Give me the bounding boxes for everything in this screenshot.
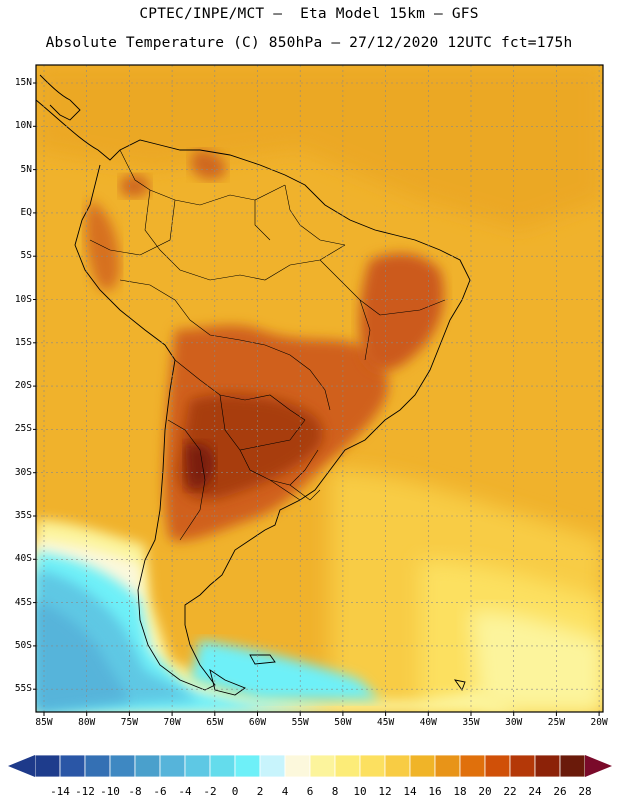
- lat-label-5n: 5N: [20, 163, 32, 175]
- colorbar-label: -6: [153, 785, 167, 798]
- lat-label-10s: 10S: [14, 293, 32, 305]
- colorbar-over-arrow: [585, 755, 612, 777]
- lon-label-25w: 25W: [547, 717, 565, 728]
- lat-label-30s: 30S: [14, 466, 32, 478]
- title-line-2: Absolute Temperature (C) 850hPa – 27/12/…: [45, 35, 573, 51]
- field-hot-chaco: [178, 394, 323, 500]
- lat-label-20s: 20S: [14, 380, 32, 392]
- colorbar-box: [209, 754, 236, 778]
- colorbar-label: -4: [178, 785, 192, 798]
- lat-label-45s: 45S: [14, 596, 32, 608]
- colorbar-box: [34, 754, 61, 778]
- colorbar-box: [509, 754, 536, 778]
- field-north: [36, 65, 603, 230]
- coastlines: [36, 74, 471, 696]
- colorbar-box: [284, 754, 311, 778]
- lat-label-40s: 40S: [14, 553, 32, 565]
- colorbar-label: -2: [203, 785, 217, 798]
- colorbar-box: [384, 754, 411, 778]
- colorbar-label: 6: [306, 785, 314, 798]
- lon-label-30w: 30W: [505, 717, 523, 728]
- colorbar-box: [559, 754, 586, 778]
- colorbar-label: 12: [378, 785, 392, 798]
- country-borders: [89, 149, 446, 541]
- colorbar-box: [484, 754, 511, 778]
- colorbar-under-arrow: [8, 755, 35, 777]
- colorbar-label: 0: [231, 785, 239, 798]
- colorbar-label: 4: [281, 785, 289, 798]
- colorbar-box: [109, 754, 136, 778]
- colorbar-label: 2: [256, 785, 264, 798]
- lon-label-80w: 80W: [78, 717, 96, 728]
- colorbar-label: 20: [478, 785, 492, 798]
- lat-label-25s: 25S: [14, 423, 32, 435]
- colorbar-label: -8: [128, 785, 142, 798]
- lon-label-65w: 65W: [206, 717, 224, 728]
- colorbar-label: 14: [403, 785, 417, 798]
- colorbar-box: [59, 754, 86, 778]
- lon-label-70w: 70W: [163, 717, 181, 728]
- lat-label-eq: EQ: [20, 206, 32, 218]
- lon-label-50w: 50W: [334, 717, 352, 728]
- colorbar-box: [159, 754, 186, 778]
- lat-label-35s: 35S: [14, 510, 32, 521]
- colorbar-box: [334, 754, 361, 778]
- lon-label-20w: 20W: [590, 717, 608, 728]
- colorbar-box: [409, 754, 436, 778]
- axis-ticks: [33, 82, 600, 716]
- colorbar-label: 26: [553, 785, 567, 798]
- colorbar-box: [234, 754, 261, 778]
- colorbar-label: 10: [353, 785, 367, 798]
- colorbar-label: 28: [578, 785, 592, 798]
- colorbar-label: -10: [100, 785, 120, 798]
- colorbar-box: [84, 754, 111, 778]
- field-south-atlantic-3: [470, 610, 603, 712]
- lat-label-10n: 10N: [14, 120, 32, 132]
- colorbar-box: [259, 754, 286, 778]
- lon-label-35w: 35W: [462, 717, 480, 728]
- colorbar-box: [309, 754, 336, 778]
- lat-label-15n: 15N: [14, 77, 32, 88]
- colorbar-label: 24: [528, 785, 542, 798]
- colorbar-box: [459, 754, 486, 778]
- colorbar-label: 8: [331, 785, 339, 798]
- colorbar-label: 16: [428, 785, 442, 798]
- colorbar-box: [534, 754, 561, 778]
- colorbar-box: [134, 754, 161, 778]
- lon-label-55w: 55W: [291, 717, 309, 728]
- lon-label-85w: 85W: [35, 717, 53, 728]
- field-hot-andes-north: [85, 200, 120, 291]
- colorbar-box: [184, 754, 211, 778]
- colorbar-box: [434, 754, 461, 778]
- lon-label-60w: 60W: [248, 717, 267, 728]
- colorbar-label: -12: [75, 785, 95, 798]
- lat-label-50s: 50S: [14, 639, 32, 651]
- field-cold-blue-2: [36, 600, 130, 712]
- field-hot-colombia: [120, 174, 150, 198]
- colorbar-label: 22: [503, 785, 517, 798]
- lat-label-55s: 55S: [14, 683, 32, 695]
- colorbar-label: -14: [50, 785, 70, 798]
- colorbar-label: 18: [453, 785, 467, 798]
- colorbar-box: [359, 754, 386, 778]
- field-hot-venezuela: [190, 150, 226, 180]
- lat-label-15s: 15S: [14, 336, 32, 348]
- lat-label-5s: 5S: [20, 250, 32, 262]
- lon-label-45w: 45W: [377, 717, 395, 728]
- lon-label-75w: 75W: [120, 717, 138, 728]
- lon-label-40w: 40W: [419, 717, 437, 728]
- title-line-1: CPTEC/INPE/MCT – Eta Model 15km – GFS: [139, 6, 479, 22]
- field-hot-core: [185, 443, 215, 489]
- map-frame: [35, 64, 604, 713]
